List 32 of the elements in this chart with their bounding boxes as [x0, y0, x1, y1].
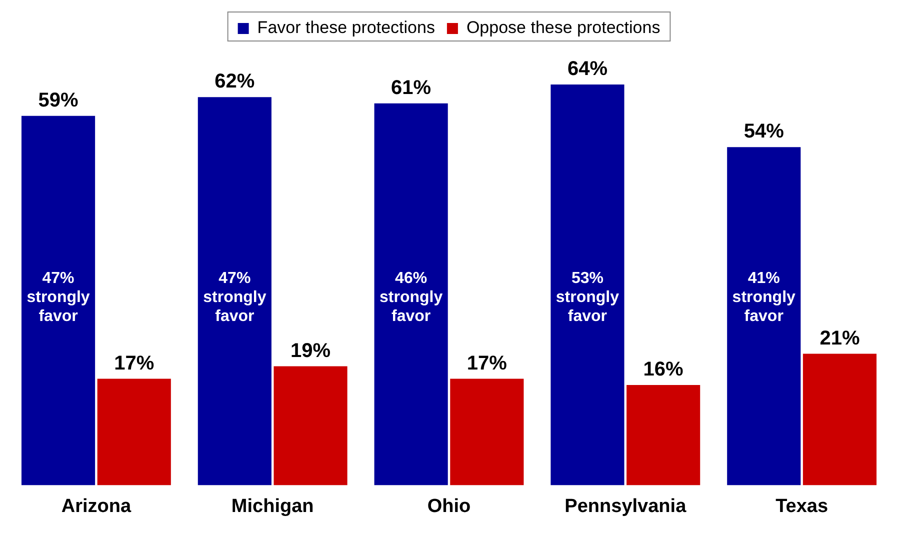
annotation: 46% strongly favor [380, 270, 443, 325]
data-label: 17% [114, 352, 154, 374]
x-tick-label: Pennsylvania [564, 496, 687, 517]
data-label: 59% [38, 89, 79, 112]
x-tick-label: Texas [776, 496, 828, 517]
data-label: 54% [744, 120, 784, 143]
data-label: 17% [466, 352, 508, 374]
annotation: 47% strongly favor [203, 270, 266, 325]
bar [450, 378, 524, 486]
bar [274, 366, 348, 486]
annotation: 47% strongly favor [26, 270, 90, 325]
bar [550, 84, 624, 486]
bar [21, 116, 96, 486]
data-label: 64% [567, 58, 608, 80]
bar [374, 103, 448, 486]
bar [97, 378, 171, 486]
bar [727, 147, 801, 486]
legend-label: Favor these protections [257, 18, 435, 38]
x-tick-label: Michigan [231, 496, 314, 517]
bar [802, 354, 877, 486]
data-label: 61% [391, 76, 432, 99]
data-label: 19% [290, 340, 331, 362]
x-tick-label: Ohio [427, 496, 471, 517]
data-label: 62% [214, 70, 255, 93]
bar [626, 385, 700, 486]
bar [198, 97, 272, 486]
data-label: 16% [643, 358, 684, 381]
annotation: 53% strongly favor [556, 270, 620, 325]
legend-label: Oppose these protections [466, 18, 660, 38]
annotation: 41% strongly favor [732, 270, 796, 325]
x-tick-label: Arizona [61, 496, 132, 517]
data-label: 21% [820, 327, 860, 350]
